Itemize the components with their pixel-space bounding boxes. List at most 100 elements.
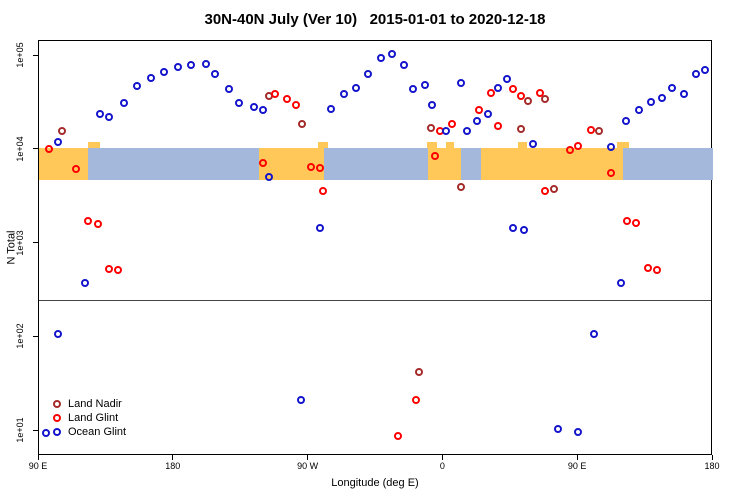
data-point-land-glint [307, 163, 316, 172]
data-point-ocean-glint [250, 103, 259, 112]
data-point-land-glint [623, 217, 632, 226]
data-point-land-glint [474, 106, 483, 115]
data-point-ocean-glint [224, 84, 233, 93]
data-point-land-glint [259, 158, 268, 167]
legend-label: Ocean Glint [68, 426, 127, 438]
data-point-ocean-glint [606, 143, 615, 152]
data-point-ocean-glint [462, 127, 471, 136]
data-point-land-glint [566, 146, 575, 155]
y-tick-label: 1e+03 [15, 229, 25, 256]
data-point-land-glint [536, 88, 545, 97]
plot-area: Land Nadir Land Glint Ocean Glint [38, 40, 713, 455]
data-point-ocean-glint [441, 127, 450, 136]
map-band-segment-ocean [88, 147, 260, 180]
data-point-land-nadir [58, 127, 67, 136]
data-point-land-glint [393, 431, 402, 440]
data-point-ocean-glint [146, 74, 155, 83]
x-tick-label: 90 W [297, 461, 319, 471]
data-point-land-glint [494, 122, 503, 131]
data-point-land-glint [606, 168, 615, 177]
data-point-ocean-glint [202, 60, 211, 69]
data-point-ocean-glint [657, 94, 666, 103]
data-point-ocean-glint [265, 173, 274, 182]
y-tick-mark [33, 335, 38, 337]
x-tick-label: 90 E [28, 461, 48, 471]
x-axis-label: Longitude (deg E) [331, 477, 419, 489]
map-band-bump [426, 141, 438, 148]
x-tick-mark [307, 455, 309, 460]
data-point-land-glint [431, 151, 440, 160]
x-tick-label: 180 [165, 461, 181, 471]
data-point-ocean-glint [428, 100, 437, 109]
data-point-land-glint [283, 95, 292, 104]
data-point-ocean-glint [519, 226, 528, 235]
data-point-ocean-glint [326, 104, 335, 113]
chart-title: 30N-40N July (Ver 10) 2015-01-01 to 2020… [204, 11, 546, 28]
data-point-land-nadir [594, 127, 603, 136]
data-point-land-glint [486, 88, 495, 97]
data-point-ocean-glint [668, 84, 677, 92]
x-tick-mark [711, 455, 713, 460]
legend-item-land-glint: Land Glint [53, 411, 126, 425]
data-point-land-glint [411, 396, 420, 405]
data-point-ocean-glint [573, 428, 582, 437]
data-point-ocean-glint [296, 396, 305, 405]
data-point-ocean-glint [104, 113, 113, 122]
legend-marker-land-nadir-icon [53, 400, 61, 408]
data-point-ocean-glint [340, 89, 349, 98]
data-point-ocean-glint [259, 106, 268, 115]
legend-marker-land-glint-icon [53, 414, 61, 422]
x-tick-mark [441, 455, 443, 460]
data-point-ocean-glint [647, 97, 656, 106]
data-point-land-glint [644, 264, 653, 273]
data-point-land-glint [516, 91, 525, 100]
data-point-land-glint [316, 164, 325, 173]
legend-item-land-nadir: Land Nadir [53, 397, 126, 411]
data-point-land-glint [573, 142, 582, 151]
data-point-land-glint [540, 186, 549, 195]
legend-label: Land Glint [68, 412, 119, 424]
data-point-land-nadir [456, 182, 465, 191]
data-point-land-glint [71, 164, 80, 173]
data-point-ocean-glint [420, 80, 429, 89]
data-point-ocean-glint [133, 82, 142, 91]
data-point-ocean-glint [119, 99, 128, 108]
map-band-bump [518, 141, 528, 148]
data-point-ocean-glint [509, 223, 518, 232]
data-point-ocean-glint [53, 330, 62, 339]
x-tick-label: 0 [439, 461, 445, 471]
data-point-ocean-glint [352, 84, 361, 92]
y-tick-label: 1e+02 [15, 323, 25, 349]
data-point-land-nadir [414, 368, 423, 377]
data-point-ocean-glint [554, 424, 563, 433]
data-point-land-glint [44, 145, 53, 154]
y-tick-mark [33, 429, 38, 431]
data-point-land-glint [113, 266, 122, 275]
x-tick-mark [37, 455, 39, 460]
map-band-segment-land [480, 147, 624, 180]
reference-line [39, 299, 711, 301]
data-point-ocean-glint [95, 109, 104, 118]
data-point-ocean-glint [408, 84, 417, 93]
data-point-land-nadir [540, 94, 549, 103]
data-point-land-glint [83, 217, 92, 226]
data-point-ocean-glint [528, 139, 537, 148]
y-tick-mark [33, 54, 38, 56]
data-point-ocean-glint [53, 137, 62, 146]
data-point-land-nadir [524, 96, 533, 105]
data-point-land-glint [271, 89, 280, 98]
data-point-land-nadir [549, 184, 558, 193]
y-tick-label: 1e+05 [15, 42, 25, 68]
data-point-ocean-glint [364, 70, 372, 79]
data-point-ocean-glint [590, 330, 599, 339]
map-band-bump [446, 141, 454, 148]
data-point-land-glint [94, 219, 103, 228]
data-point-ocean-glint [456, 78, 465, 87]
x-tick-label: 180 [704, 461, 720, 471]
data-point-ocean-glint [494, 84, 503, 92]
map-band-segment-ocean [323, 147, 429, 180]
legend-item-ocean-glint: Ocean Glint [53, 425, 126, 439]
legend-label: Land Nadir [68, 398, 122, 410]
data-point-ocean-glint [387, 50, 396, 59]
data-point-land-nadir [516, 124, 525, 133]
